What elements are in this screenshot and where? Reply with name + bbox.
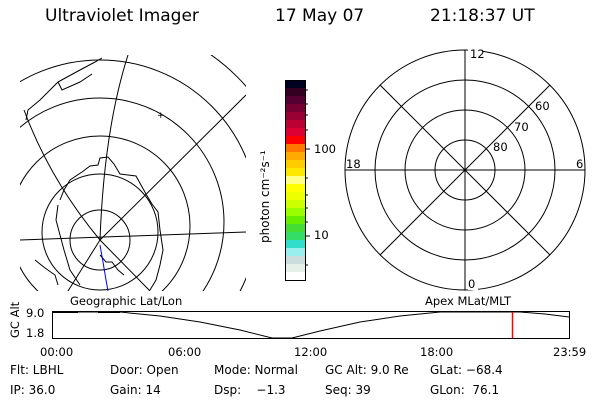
mlt-label-12: 12 <box>470 47 485 61</box>
y-tick-9: 9.0 <box>26 306 45 320</box>
apex-label: Apex MLat/MLT <box>425 294 512 308</box>
mlat-label-70: 70 <box>514 120 529 134</box>
colorbar-band <box>285 192 305 201</box>
colorbar-band <box>285 160 305 169</box>
mlt-label-18: 18 <box>346 157 361 171</box>
colorbar-frame <box>285 80 306 281</box>
colorbar-band <box>285 128 305 137</box>
coastline <box>25 81 59 121</box>
colorbar-band <box>285 80 305 89</box>
ip-status: IP: 36.0 <box>10 383 56 397</box>
x-tick-1200: 12:00 <box>294 345 328 359</box>
colorbar-band <box>285 136 305 145</box>
mlat-label-60: 60 <box>535 99 550 113</box>
instrument-title: Ultraviolet Imager <box>45 6 199 26</box>
meridian-line <box>23 109 101 241</box>
x-tick-2359: 23:59 <box>553 345 587 359</box>
colorbar-tick-10: 10 <box>314 228 329 242</box>
lat-circle <box>20 97 225 291</box>
colorbar-band <box>285 224 305 233</box>
colorbar-band <box>285 112 305 121</box>
colorbar-band <box>285 152 305 161</box>
coastline <box>34 57 103 286</box>
x-tick-0000: 00:00 <box>40 345 74 359</box>
meridian-line <box>99 55 129 241</box>
meridian-line <box>99 94 246 241</box>
lat-circle <box>41 173 159 291</box>
timeline-frame <box>52 311 570 339</box>
colorbar-band <box>285 88 305 97</box>
colorbar-band <box>285 120 305 129</box>
meridian-line <box>99 239 151 291</box>
mlt-label-6: 6 <box>576 157 584 171</box>
glon-status: GLon: 76.1 <box>430 383 500 397</box>
colorbar-band <box>285 232 305 241</box>
glat-status: GLat: −68.4 <box>430 363 503 377</box>
date-label: 17 May 07 <box>275 6 365 26</box>
colorbar-band <box>285 264 305 273</box>
colorbar-band <box>285 96 305 105</box>
x-tick-0600: 06:00 <box>168 345 202 359</box>
gc-alt-status: GC Alt: 9.0 Re <box>325 363 409 377</box>
y-tick-1-8: 1.8 <box>26 326 45 340</box>
x-tick-1800: 18:00 <box>420 345 454 359</box>
colorbar-band <box>285 216 305 225</box>
mlat-label-80: 80 <box>493 140 508 154</box>
colorbar-band <box>285 208 305 217</box>
mlt-line <box>379 84 551 256</box>
meridian-line <box>67 239 101 291</box>
satellite-track <box>99 244 109 292</box>
meridian-line <box>20 231 246 241</box>
mode-status: Mode: Normal <box>214 363 298 377</box>
colorbar-band <box>285 104 305 113</box>
colorbar-tick-100: 100 <box>314 142 336 156</box>
time-label: 21:18:37 UT <box>430 6 535 26</box>
colorbar-band <box>285 256 305 265</box>
mlt-label-0: 0 <box>468 277 476 291</box>
altitude-curve <box>53 311 570 339</box>
lat-circle <box>69 209 131 271</box>
gain-status: Gain: 14 <box>110 383 161 397</box>
colorbar-band <box>285 200 305 209</box>
colorbar-band <box>285 240 305 249</box>
colorbar-band <box>285 184 305 193</box>
geographic-label: Geographic Lat/Lon <box>70 294 183 308</box>
dsp-status: Dsp: −1.3 <box>214 383 286 397</box>
lat-circle <box>20 59 246 291</box>
seq-status: Seq: 39 <box>325 383 371 397</box>
coastline <box>55 156 164 291</box>
colorbar-band <box>285 144 305 153</box>
door-status: Door: Open <box>110 363 179 377</box>
colorbar-band <box>285 272 305 281</box>
colorbar-band <box>285 176 305 185</box>
colorbar-band <box>285 248 305 257</box>
lat-circle <box>20 135 191 291</box>
colorbar-band <box>285 168 305 177</box>
filter-status: Flt: LBHL <box>10 363 64 377</box>
cross-marker-icon: + <box>157 111 165 121</box>
